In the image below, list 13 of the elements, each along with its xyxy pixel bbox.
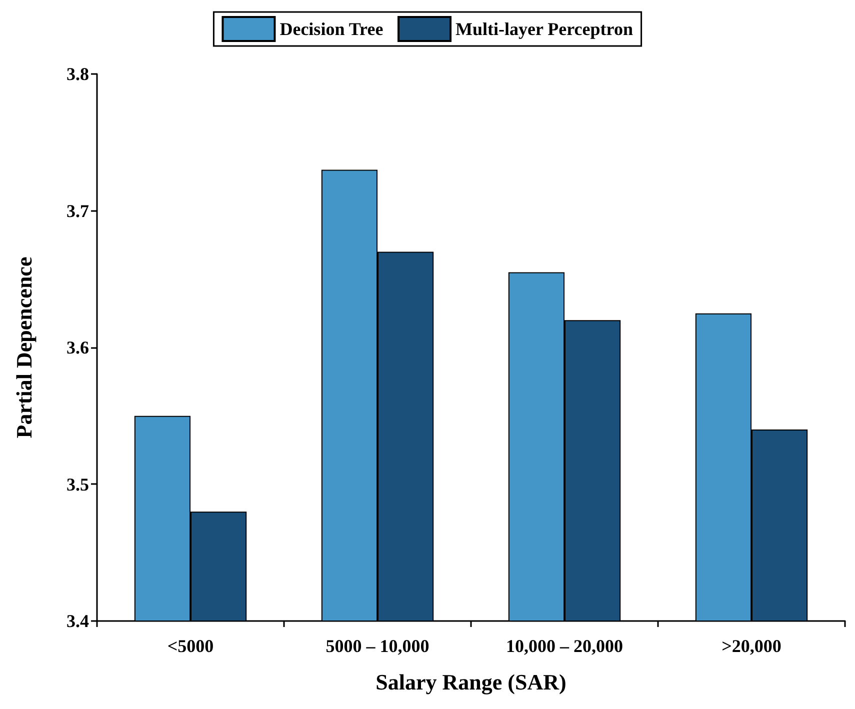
y-tick-label: 3.5 [66, 474, 89, 494]
x-tick-label: 5000 – 10,000 [326, 636, 430, 656]
y-tick-label: 3.6 [66, 338, 89, 358]
legend-label: Multi-layer Perceptron [456, 19, 633, 39]
y-axis-title: Partial Depencence [12, 256, 36, 438]
x-tick-label: <5000 [167, 636, 214, 656]
legend-label: Decision Tree [280, 19, 384, 39]
y-tick-label: 3.7 [66, 200, 89, 221]
y-tick-label: 3.8 [66, 64, 89, 84]
y-tick-label: 3.4 [66, 611, 89, 631]
x-tick-label: 10,000 – 20,000 [506, 636, 623, 656]
x-tick-label: >20,000 [722, 636, 782, 656]
x-axis-title: Salary Range (SAR) [376, 670, 566, 694]
